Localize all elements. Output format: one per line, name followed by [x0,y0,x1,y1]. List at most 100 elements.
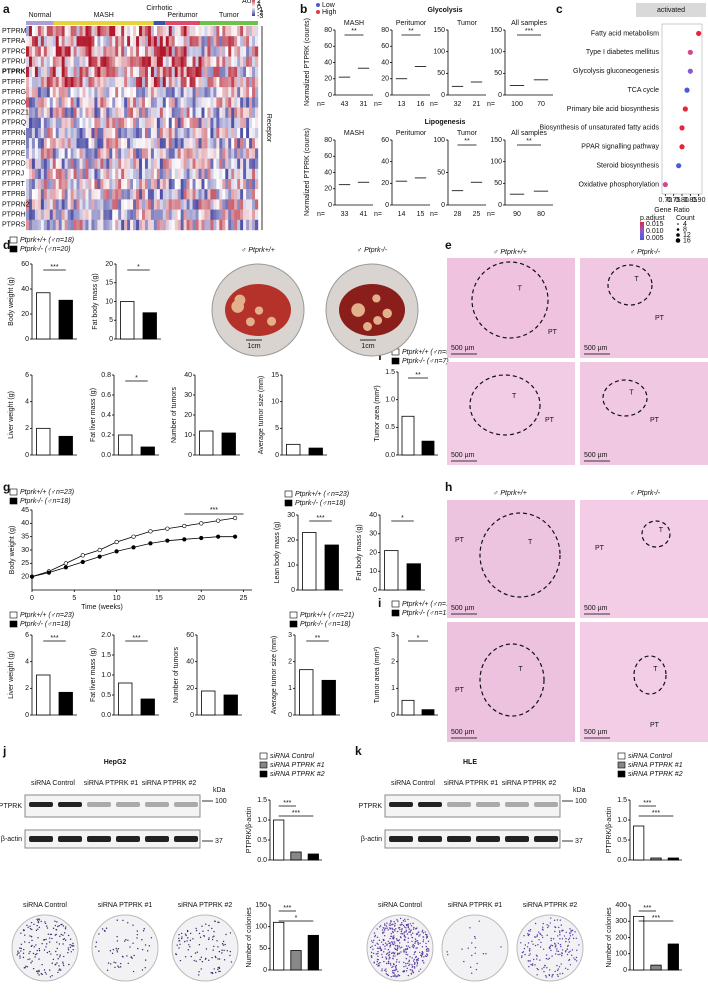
y-tick-label: 2 [391,659,395,666]
colony [192,938,194,940]
colony [569,928,571,930]
heatmap-cell [189,56,193,67]
colony [416,962,419,964]
heatmap-cell [192,26,196,37]
colony [427,940,430,943]
colony [521,956,523,958]
heatmap-cell [127,138,131,149]
heatmap-cell [58,138,62,149]
heatmap-cell [183,36,187,47]
colony [409,956,411,958]
colony [385,953,388,955]
heatmap-cell [156,46,161,57]
colony [557,953,559,956]
y-tick-label: 60 [381,43,389,50]
colony [198,932,201,935]
heatmap-cell [49,56,53,67]
y-tick-label: 10 [184,432,192,439]
heatmap-cell [46,77,50,88]
y-tick-label: 6 [25,372,29,379]
heatmap-cell [85,87,89,98]
heatmap-cell [142,107,146,118]
bar [221,432,236,456]
heatmap-cell [139,46,143,57]
colony [399,917,402,920]
heatmap-cell [225,128,229,139]
scale-bar [252,0,255,16]
heatmap-cell [94,56,98,67]
colony [198,974,200,976]
colony [393,921,395,923]
heatmap-cell [40,148,45,159]
heatmap-cell [174,77,178,88]
group-bar [200,21,258,25]
heatmap-cell [40,179,45,190]
heatmap-cell [180,77,184,88]
heatmap-cell [94,209,98,220]
heatmap-cell [91,199,95,210]
heatmap-cell [100,199,104,210]
colony [408,931,410,933]
heatmap-cell [79,36,83,47]
colony [229,932,232,934]
heatmap-cell [231,148,235,159]
heatmap-cell [186,158,190,169]
heatmap-cell [31,77,36,88]
y-tick-label: 20 [184,412,192,419]
n-prefix: n= [487,211,495,218]
heatmap-cell [73,66,77,78]
heatmap-cell [82,97,86,108]
heatmap-cell [70,46,74,57]
bar [401,415,415,456]
heatmap-cell [144,97,149,108]
tumor-nodule [372,294,381,303]
heatmap-cell [43,179,48,190]
colony [56,954,58,956]
heatmap-cell [91,168,95,180]
bar [421,709,435,716]
heatmap-cell [31,179,36,190]
colony [184,940,186,943]
colony [425,948,428,951]
colony [409,946,411,949]
heatmap-cell [106,117,110,129]
band [145,836,169,842]
heatmap-cell [234,179,238,190]
colony [389,927,391,930]
colony [384,945,386,948]
heatmap-cell [97,26,101,37]
heatmap-cell [216,66,220,78]
histology-tile [580,362,708,465]
heatmap-cell [37,168,42,180]
colony [401,922,403,924]
colony [403,926,406,928]
histology-tile [447,500,575,618]
colony [546,967,548,969]
heatmap-cell [165,219,169,231]
heatmap-cell [162,158,166,169]
heatmap-cell [213,46,217,57]
bar [142,312,157,340]
y-tick-label: 0.2 [101,432,111,439]
heatmap-cell [210,158,214,169]
colony [32,952,35,955]
heatmap-cell [133,117,137,129]
heatmap-cell [43,158,48,169]
heatmap-cell [34,148,39,159]
heatmap-cell [204,138,208,149]
heatmap-cell [171,66,175,78]
colony [38,958,40,960]
heatmap-cell [243,97,247,108]
heatmap-cell [243,36,247,47]
heatmap-cell [180,179,184,190]
heatmap-cell [52,199,56,210]
heatmap-cell [255,189,259,200]
heatmap-cell [195,77,199,88]
heatmap-cell [58,107,62,118]
heatmap-cell [142,97,146,108]
heatmap-cell [168,46,172,57]
heatmap-cell [58,189,62,200]
pathway-label: Steroid biosynthesis [596,163,659,170]
colony [421,946,424,948]
heatmap-cell [222,36,226,47]
